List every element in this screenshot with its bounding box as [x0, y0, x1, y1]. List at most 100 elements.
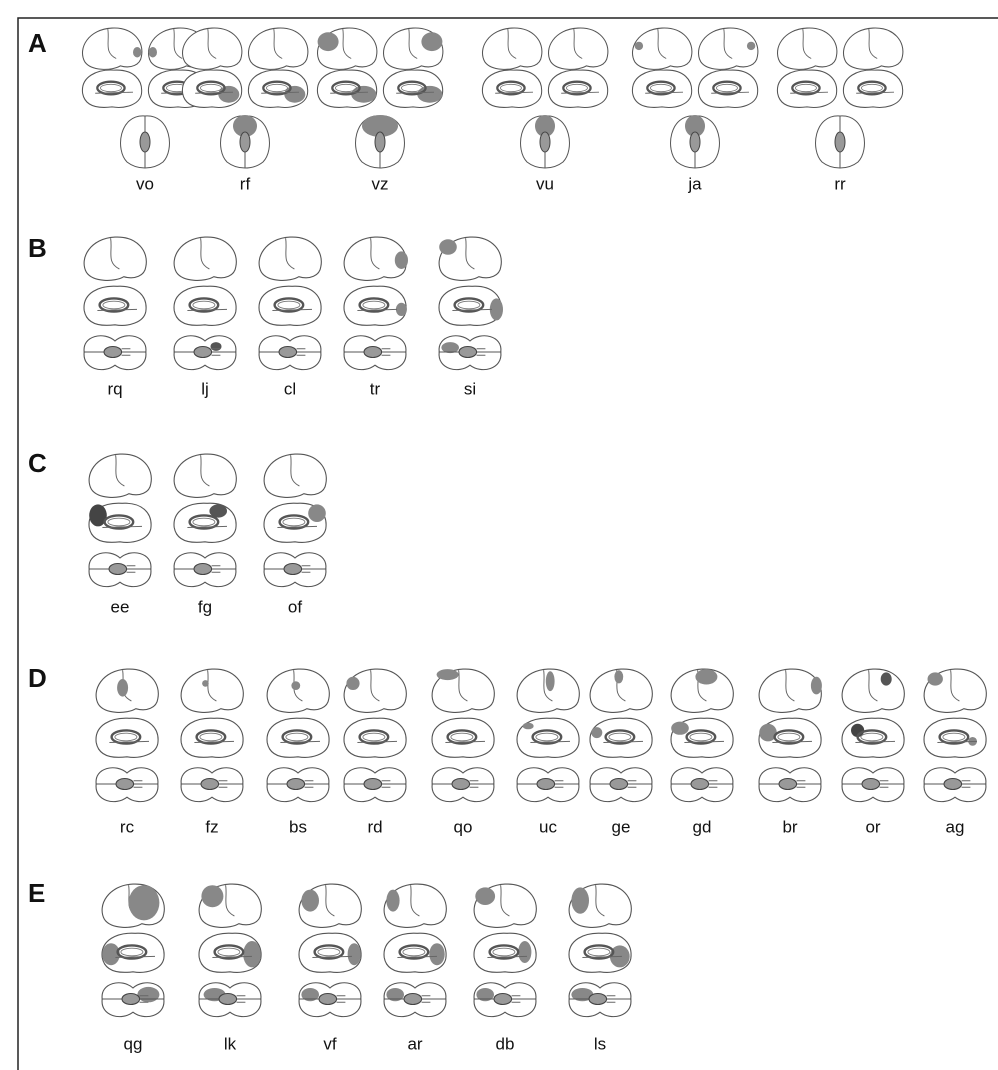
ventral-lower — [568, 998, 632, 1018]
medial-view — [95, 717, 159, 758]
lesion — [386, 988, 404, 1002]
sulcus — [465, 238, 475, 270]
brainstem-line — [357, 740, 398, 743]
corpus-callosum-inner — [277, 300, 301, 310]
lesion — [394, 251, 408, 269]
brainstem-line — [277, 525, 318, 528]
medial-view — [266, 717, 330, 758]
sulcus — [868, 29, 878, 59]
ventral-lower — [88, 568, 152, 588]
corpus-callosum-inner — [777, 732, 801, 742]
posterior — [120, 115, 170, 169]
medial-right — [383, 69, 444, 108]
item-label: ar — [407, 1034, 422, 1053]
lesion — [522, 722, 534, 730]
brain-figure — [589, 668, 653, 803]
item-label: db — [496, 1034, 515, 1053]
medial-view — [173, 502, 237, 543]
lesion — [128, 885, 160, 921]
lateral-right — [383, 27, 444, 70]
item-label: gd — [693, 817, 712, 836]
lesion — [927, 672, 943, 686]
brainstem — [318, 992, 338, 1006]
item-label: uc — [539, 817, 557, 836]
brainstem-line — [396, 91, 435, 94]
medial — [343, 285, 407, 326]
sulcus — [573, 29, 583, 59]
medial — [343, 717, 407, 758]
lateral — [670, 668, 734, 713]
posterior — [815, 115, 865, 169]
sulcus — [723, 29, 733, 59]
brain-figure — [173, 236, 237, 371]
medial — [266, 717, 330, 758]
lesion — [347, 943, 361, 966]
sulcus — [408, 29, 418, 59]
brain-figure — [516, 668, 580, 803]
medial-view — [180, 717, 244, 758]
corpus-callosum-inner — [608, 732, 632, 742]
brain-figure — [180, 668, 244, 803]
lesion — [137, 986, 160, 1003]
brainstem-line — [937, 740, 978, 743]
nerves — [218, 780, 228, 788]
brainstem — [493, 992, 513, 1006]
corpus-callosum-inner — [650, 83, 672, 93]
lesion — [475, 887, 496, 905]
lateral-view — [343, 668, 407, 713]
corpus-callosum-inner — [689, 732, 713, 742]
corpus-callosum-inner — [861, 83, 883, 93]
medial — [383, 932, 447, 973]
posterior — [220, 115, 270, 169]
corpus-callosum-inner — [107, 517, 131, 527]
item-label: vu — [536, 174, 554, 193]
item-label: rf — [240, 174, 251, 193]
corpus-callosum-inner — [217, 947, 241, 957]
nerves — [554, 780, 564, 788]
corpus-callosum — [188, 514, 220, 530]
sulcus — [507, 29, 517, 59]
corpus-callosum — [712, 80, 742, 96]
medial — [263, 502, 327, 543]
corpus-callosum — [281, 729, 313, 745]
medial-view — [173, 285, 237, 326]
corpus-callosum-inner — [587, 947, 611, 957]
nerves — [126, 565, 136, 573]
brainstem — [139, 131, 151, 153]
brainstem-line — [330, 91, 369, 94]
lateral-view — [758, 668, 822, 713]
corpus-callosum-inner — [285, 732, 309, 742]
lateral — [438, 236, 502, 281]
item-label: ag — [946, 817, 965, 836]
corpus-callosum — [773, 729, 805, 745]
brainstem — [286, 777, 306, 791]
medial-view — [343, 285, 407, 326]
brain-figure — [438, 236, 503, 371]
medial — [670, 717, 734, 758]
nerves — [236, 995, 246, 1003]
lateral-view — [383, 883, 447, 928]
brain-figure — [83, 236, 147, 371]
medial-right — [698, 69, 759, 108]
brain-figure — [632, 27, 759, 169]
medial-right — [548, 69, 609, 108]
lesion — [351, 85, 377, 103]
corpus-callosum — [646, 80, 676, 96]
medial — [180, 717, 244, 758]
brain-figure — [841, 668, 905, 803]
panel-letter: C — [28, 448, 47, 478]
lateral-view — [173, 236, 237, 281]
lateral-view — [516, 668, 580, 713]
item-label: cl — [284, 379, 296, 398]
medial-right — [248, 69, 309, 108]
lesion — [810, 676, 822, 695]
corpus-callosum — [453, 297, 485, 313]
brain-figure — [317, 27, 444, 169]
nerves — [796, 780, 806, 788]
brain-figure — [343, 236, 408, 371]
lateral-view — [632, 27, 693, 70]
lateral — [343, 668, 407, 713]
item-label: rq — [107, 379, 122, 398]
corpus-callosum-inner — [795, 83, 817, 93]
corpus-callosum — [856, 729, 888, 745]
